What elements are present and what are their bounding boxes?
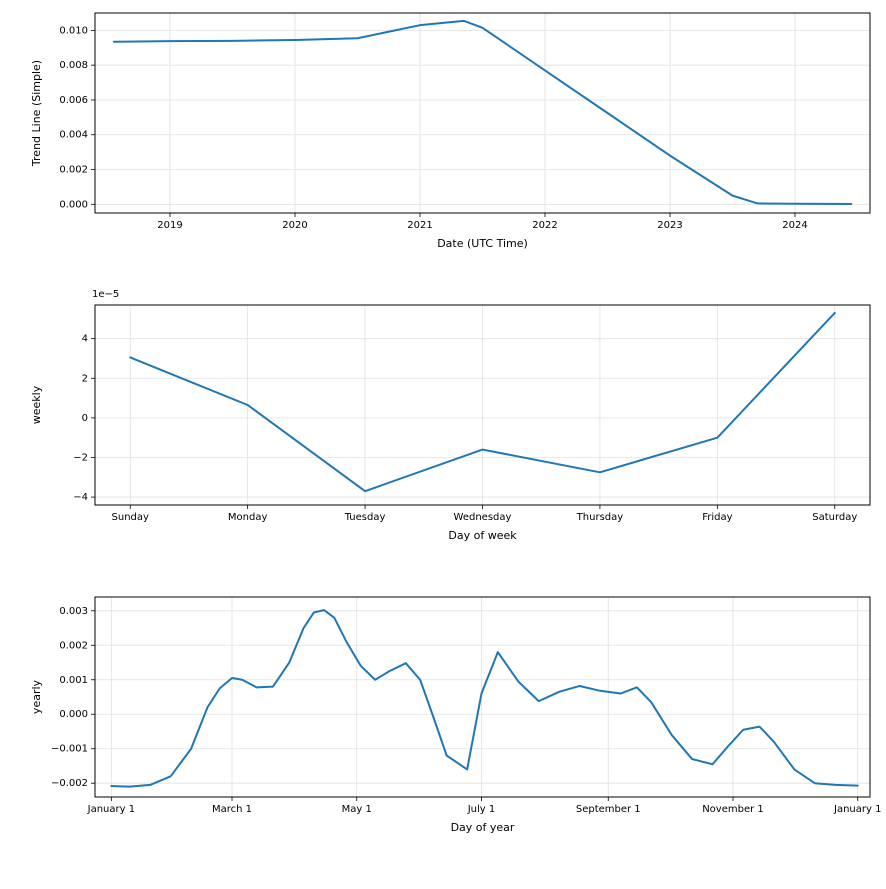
weekly-panel: Sunday Monday Tuesday Wednesday Thursday Frid… [30, 289, 870, 542]
yearly-panel-xtick-label: March 1 [212, 804, 252, 815]
weekly-panel-xtick-label: Tuesday [344, 512, 386, 523]
weekly-panel-y-exp: 1e−5 [92, 289, 119, 300]
chart-figure: 2019 2020 2021 2022 2023 2024 0.000 0.002 0.004 0… [0, 0, 886, 889]
trend-panel-ytick-label: 0.004 [59, 130, 88, 141]
yearly-panel-xtick-label: July 1 [467, 804, 496, 815]
yearly-panel-xtick-label: November 1 [702, 804, 764, 815]
weekly-panel-xtick-label: Monday [228, 512, 268, 523]
trend-panel-ytick-label: 0.008 [59, 60, 88, 71]
yearly-panel-ytick-label: −0.002 [51, 778, 88, 789]
yearly-panel-xtick-label: September 1 [576, 804, 641, 815]
yearly-panel-xlabel: Day of year [451, 821, 515, 834]
trend-panel-ylabel: Trend Line (Simple) [30, 60, 43, 167]
figure-svg: 2019 2020 2021 2022 2023 2024 0.000 0.002 0.004 0… [0, 0, 886, 889]
trend-panel-xtick-label: 2019 [157, 220, 182, 231]
yearly-panel-ytick-label: 0.002 [59, 640, 88, 651]
yearly-panel-ytick-label: 0.000 [59, 709, 88, 720]
weekly-panel-xtick-label: Thursday [576, 512, 624, 523]
weekly-panel-xlabel: Day of week [448, 529, 517, 542]
yearly-panel-xtick-label: May 1 [342, 804, 372, 815]
yearly-panel-ytick-label: 0.003 [59, 606, 88, 617]
yearly-panel: January 1 March 1 May 1 July 1 September 1 No… [30, 597, 881, 834]
trend-panel-xtick-label: 2021 [407, 220, 432, 231]
weekly-panel-xtick-label: Saturday [812, 512, 857, 523]
yearly-panel-plot-area [95, 597, 870, 797]
yearly-panel-ylabel: yearly [30, 679, 43, 714]
trend-panel-xlabel: Date (UTC Time) [437, 237, 528, 250]
weekly-panel-ytick-label: 0 [82, 413, 88, 424]
trend-panel-ytick-label: 0.002 [59, 165, 88, 176]
trend-panel: 2019 2020 2021 2022 2023 2024 0.000 0.002 0.004 0… [30, 13, 870, 250]
weekly-panel-xtick-label: Wednesday [454, 512, 512, 523]
weekly-panel-xtick-label: Sunday [112, 512, 149, 523]
weekly-panel-ytick-label: 2 [82, 373, 88, 384]
weekly-panel-ytick-label: −2 [73, 452, 88, 463]
trend-panel-plot-area [95, 13, 870, 213]
yearly-panel-xtick-label: January 1 [87, 804, 135, 815]
yearly-panel-xtick-label: January 1 [833, 804, 881, 815]
weekly-panel-ytick-label: 4 [82, 334, 88, 345]
weekly-panel-ytick-label: −4 [73, 492, 88, 503]
yearly-panel-ytick-label: 0.001 [59, 675, 88, 686]
trend-panel-xtick-label: 2024 [782, 220, 807, 231]
trend-panel-ytick-label: 0.010 [59, 25, 88, 36]
trend-panel-xtick-label: 2022 [532, 220, 557, 231]
trend-panel-ytick-label: 0.006 [59, 95, 88, 106]
trend-panel-xtick-label: 2023 [657, 220, 682, 231]
trend-panel-ytick-label: 0.000 [59, 199, 88, 210]
trend-panel-xtick-label: 2020 [282, 220, 307, 231]
yearly-panel-ytick-label: −0.001 [51, 744, 88, 755]
weekly-panel-ylabel: weekly [30, 385, 43, 424]
weekly-panel-xtick-label: Friday [702, 512, 732, 523]
